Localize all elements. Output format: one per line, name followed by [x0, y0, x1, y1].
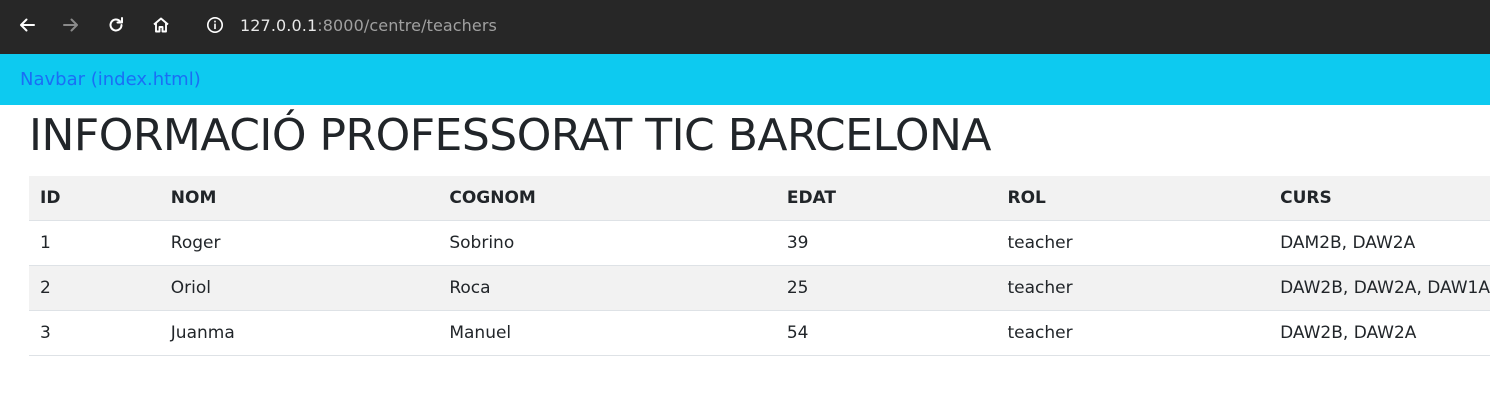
forward-arrow-icon — [63, 18, 78, 32]
table-header-row: ID NOM COGNOM EDAT ROL CURS — [29, 176, 1490, 221]
cell-nom: Juanma — [159, 310, 439, 356]
home-button[interactable] — [144, 10, 178, 40]
cell-nom: Oriol — [159, 265, 439, 311]
table-row: 2 Oriol Roca 25 teacher DAW2B, DAW2A, DA… — [29, 265, 1490, 311]
cell-rol: teacher — [996, 265, 1270, 311]
teachers-table: ID NOM COGNOM EDAT ROL CURS 1 Roger Sobr… — [29, 176, 1490, 356]
reload-button[interactable] — [99, 10, 133, 40]
url-path: :8000/centre/teachers — [317, 15, 497, 35]
cell-rol: teacher — [996, 310, 1270, 356]
cell-cognom: Sobrino — [438, 220, 776, 266]
cell-id: 3 — [29, 310, 160, 356]
info-icon[interactable] — [206, 16, 224, 34]
cell-edat: 25 — [775, 265, 997, 311]
header-edat: EDAT — [775, 176, 997, 221]
app-navbar: Navbar (index.html) — [0, 54, 1490, 105]
header-id: ID — [29, 176, 160, 221]
header-cognom: COGNOM — [438, 176, 776, 221]
browser-toolbar: 127.0.0.1:8000/centre/teachers — [0, 0, 1490, 54]
forward-button[interactable] — [54, 10, 88, 40]
cell-id: 1 — [29, 220, 160, 266]
cell-curs: DAW2B, DAW2A, DAW1A — [1269, 265, 1490, 311]
table-row: 1 Roger Sobrino 39 teacher DAM2B, DAW2A — [29, 220, 1490, 266]
table-row: 3 Juanma Manuel 54 teacher DAW2B, DAW2A — [29, 310, 1490, 356]
header-rol: ROL — [996, 176, 1270, 221]
reload-icon — [109, 17, 123, 32]
navbar-link[interactable]: Navbar (index.html) — [20, 69, 201, 90]
cell-nom: Roger — [159, 220, 439, 266]
header-nom: NOM — [159, 176, 439, 221]
cell-curs: DAW2B, DAW2A — [1269, 310, 1490, 356]
url-text[interactable]: 127.0.0.1:8000/centre/teachers — [240, 16, 497, 35]
url-host: 127.0.0.1 — [240, 15, 318, 35]
address-bar[interactable]: 127.0.0.1:8000/centre/teachers — [198, 9, 497, 41]
page-title: INFORMACIÓ PROFESSORAT TIC BARCELONA — [29, 110, 992, 161]
back-button[interactable] — [10, 10, 44, 40]
cell-cognom: Manuel — [438, 310, 776, 356]
cell-curs: DAM2B, DAW2A — [1269, 220, 1490, 266]
cell-rol: teacher — [996, 220, 1270, 266]
home-icon — [153, 17, 169, 33]
cell-edat: 54 — [775, 310, 997, 356]
cell-cognom: Roca — [438, 265, 776, 311]
header-curs: CURS — [1269, 176, 1490, 221]
back-arrow-icon — [20, 18, 35, 32]
cell-edat: 39 — [775, 220, 997, 266]
cell-id: 2 — [29, 265, 160, 311]
